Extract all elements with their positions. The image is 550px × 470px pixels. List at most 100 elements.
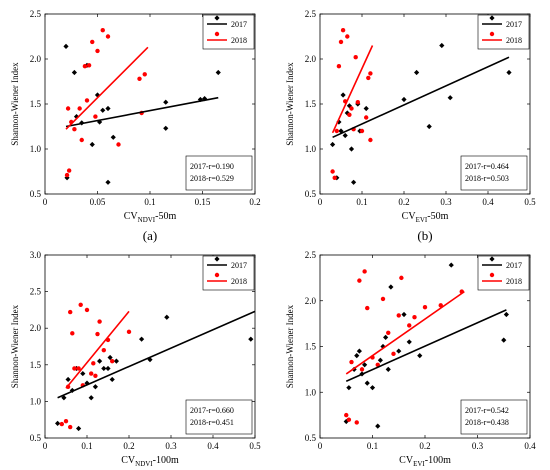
x-tick-label: 0 [318,441,323,451]
data-point-diamond [377,357,383,363]
data-point-circle [391,351,396,357]
data-point-diamond [97,358,103,364]
data-point-diamond [354,353,360,359]
data-point-diamond [71,69,77,76]
x-tick-label: 0.5 [249,441,261,451]
chart-panel-b: 0 0.1 0.2 0.3 0.4 0.5 0.5 1.0 1.5 2.0 2.5 Shannon-W… [285,9,536,243]
x-axis-label: CVEVI-100m [399,455,451,468]
data-point-circle [95,48,100,54]
y-tick-label: 2.5 [305,250,317,260]
x-tick-label: 0.4 [207,441,219,451]
legend-box [202,255,255,291]
data-point-circle [76,366,81,371]
x-axis-label: CVNDVI-100m [121,455,179,468]
legend-marker-diamond [489,15,495,21]
data-point-circle [349,359,354,365]
data-point-diamond [375,423,381,429]
data-point-diamond [80,370,86,377]
data-point-diamond [105,105,111,112]
data-point-diamond [89,141,95,148]
y-tick-label: 2.0 [30,323,42,333]
data-point-diamond [406,339,412,345]
data-point-diamond [426,123,432,130]
y-tick-label: 1.5 [305,342,317,352]
data-point-circle [346,417,352,422]
data-point-circle [347,112,352,118]
data-point-circle [357,278,362,283]
stats-box: 2017-r=0.542 2018-r=0.438 [460,399,528,435]
data-point-diamond [401,311,407,318]
trend-line-2017 [65,96,219,128]
data-point-diamond [401,96,407,103]
x-axis-label-main: CV [124,211,139,222]
data-point-circle [330,169,335,174]
x-tick-label: 0.1 [367,441,378,451]
data-point-diamond [88,395,94,401]
data-point-circle [89,371,94,376]
legend-marker-circle [489,272,495,278]
data-point-diamond [414,69,420,76]
data-point-diamond [439,42,445,49]
x-axis-label-suffix: -50m [427,211,448,222]
data-point-circle [366,75,371,81]
data-point-circle [386,330,391,335]
x-tick-label: 0 [318,197,323,207]
chart-panel-d: 0 0.1 0.2 0.3 0.4 0.5 1.0 1.5 2.0 2.5 Shannon-Wien… [285,250,536,468]
stats-box-frame [460,399,528,435]
data-point-diamond [506,69,512,76]
data-point-circle [105,34,111,39]
y-axis-label: Shannon-Wiener Index [10,62,20,146]
x-axis-label-suffix: -100m [425,455,451,466]
data-point-diamond [364,380,370,386]
y-tick-label: 0.5 [305,433,317,443]
data-point-diamond [388,284,394,290]
trend-line-2018 [65,46,149,130]
legend-label: 2018 [231,36,247,45]
y-tick-label: 1.5 [305,99,317,109]
legend-label: 2017 [506,261,522,270]
data-point-diamond [369,385,376,391]
data-point-diamond [61,395,67,401]
data-point-diamond [385,366,391,372]
data-point-diamond [63,43,69,49]
stats-text: 2018-r=0.503 [465,174,509,183]
data-point-circle [66,168,72,173]
data-point-circle [354,420,359,425]
data-point-circle [101,347,107,353]
data-point-circle [407,323,412,328]
data-point-circle [59,421,64,427]
y-axis-label: Shannon-Wiener Index [285,62,295,146]
trend-line-2018 [345,290,465,375]
data-point-diamond [100,107,106,113]
legend-marker-diamond [214,256,220,262]
data-point-circle [65,106,71,111]
chart-panel-a: 0 0.05 0.1 0.15 0.2 0.5 1.0 1.5 2.0 2.5 Shannon-Wi… [10,9,261,243]
data-point-circle [95,331,100,337]
data-point-diamond [340,92,346,98]
y-tick-label: 1.0 [30,396,42,406]
stats-text: 2018-r=0.529 [190,174,234,183]
y-tick-label: 2.5 [305,9,317,19]
data-point-circle [86,63,92,68]
series-2018 [330,28,373,180]
x-tick-label: 0.3 [472,441,484,451]
data-point-diamond [65,376,71,383]
data-point-diamond [84,380,90,386]
x-axis-label-subscript: EVI [413,460,425,468]
data-point-diamond [346,103,352,109]
trend-line-2018 [331,45,374,134]
data-point-circle [380,296,386,302]
legend-label: 2017 [231,261,247,270]
data-point-diamond [248,336,254,342]
data-point-circle [77,106,82,111]
chart-panel-c: 0 0.1 0.2 0.3 0.4 0.5 0.5 1.0 1.5 2.0 2.5 3.0 Shanno… [10,250,261,468]
legend-label: 2017 [506,20,522,29]
data-point-circle [72,366,77,371]
stats-text: 2018-r=0.438 [465,418,509,427]
legend-box [202,14,255,50]
data-point-diamond [163,99,169,105]
x-tick-label: 0.1 [356,197,367,207]
trend-line-2018 [65,310,130,389]
legend-marker-diamond [214,15,220,21]
